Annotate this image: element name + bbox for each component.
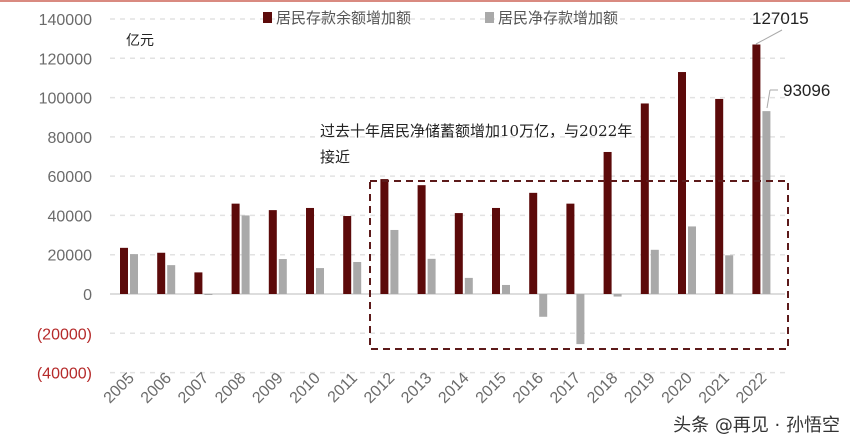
x-tick-label: 2019 <box>621 370 658 407</box>
bar-net-deposit-2006 <box>167 265 176 294</box>
y-tick-label: 100000 <box>39 91 92 108</box>
bar-deposit-balance-2015 <box>492 207 500 294</box>
bar-deposit-balance-2012 <box>380 179 389 294</box>
bar-deposit-balance-2010 <box>306 207 314 294</box>
x-tick-label: 2005 <box>101 370 138 407</box>
y-tick-label: 40000 <box>48 208 93 225</box>
bar-deposit-balance-2005 <box>120 247 128 294</box>
bar-deposit-balance-2022 <box>752 44 761 294</box>
bar-net-deposit-2009 <box>278 259 287 294</box>
bar-deposit-balance-2014 <box>454 213 463 294</box>
bar-net-deposit-2014 <box>464 277 473 294</box>
bar-deposit-balance-2008 <box>231 203 240 294</box>
x-tick-label: 2022 <box>733 370 770 407</box>
bar-net-deposit-2020 <box>688 226 696 294</box>
legend-swatch-net-deposit <box>485 12 494 23</box>
legend-swatch-deposit-balance <box>263 12 272 23</box>
data-label-2022-net-deposit: 93096 <box>783 81 830 100</box>
leader-line-2022-dark <box>755 29 783 45</box>
x-tick-label: 2010 <box>287 370 324 407</box>
x-tick-label: 2015 <box>473 370 510 407</box>
y-tick-label: (20000) <box>37 326 92 343</box>
bar-net-deposit-2010 <box>316 268 324 294</box>
data-label-2022-deposit-balance: 127015 <box>752 9 809 28</box>
annotation-line-2: 接近 <box>320 148 350 166</box>
bar-deposit-balance-2018 <box>603 151 612 294</box>
bar-deposit-balance-2017 <box>566 203 575 294</box>
bar-deposit-balance-2011 <box>343 216 352 294</box>
highlight-box <box>369 180 789 350</box>
bar-deposit-balance-2007 <box>194 272 203 294</box>
x-tick-label: 2020 <box>659 370 696 407</box>
x-tick-label: 2007 <box>175 370 212 407</box>
bar-net-deposit-2012 <box>390 229 399 294</box>
x-tick-label: 2017 <box>547 370 584 407</box>
x-tick-label: 2011 <box>325 370 361 406</box>
watermark: 头条 @再见 · 孙悟空 <box>673 415 840 436</box>
unit-label: 亿元 <box>126 33 154 49</box>
x-tick-label: 2006 <box>138 370 175 407</box>
legend-label-net-deposit: 居民净存款增加额 <box>498 9 618 27</box>
y-tick-label: (40000) <box>37 366 92 383</box>
x-tick-label: 2013 <box>398 370 435 407</box>
bar-deposit-balance-2019 <box>640 103 649 294</box>
y-tick-label: 60000 <box>48 169 93 186</box>
bar-net-deposit-2019 <box>650 249 659 294</box>
x-tick-label: 2021 <box>696 370 733 407</box>
bar-net-deposit-2015 <box>502 284 510 294</box>
bar-net-deposit-2022 <box>762 111 771 294</box>
bar-net-deposit-2005 <box>130 254 138 294</box>
annotation-line-1: 过去十年居民净储蓄额增加10万亿，与2022年 <box>320 122 632 140</box>
bar-deposit-balance-2013 <box>417 185 426 294</box>
y-tick-label: 120000 <box>39 51 92 68</box>
bar-deposit-balance-2016 <box>529 192 538 294</box>
bar-deposit-balance-2006 <box>157 252 166 294</box>
x-tick-label: 2016 <box>510 370 547 407</box>
y-tick-label: 80000 <box>48 130 93 147</box>
x-tick-label: 2008 <box>212 370 249 407</box>
bar-net-deposit-2016 <box>539 294 548 317</box>
leader-line-2022-gray <box>766 89 771 109</box>
top-border <box>0 0 850 2</box>
bar-net-deposit-2017 <box>576 294 585 345</box>
bar-net-deposit-2011 <box>353 261 362 294</box>
bar-net-deposit-2018 <box>613 294 622 297</box>
x-tick-label: 2018 <box>584 370 621 407</box>
bar-deposit-balance-2021 <box>715 98 724 294</box>
bar-net-deposit-2021 <box>725 255 734 294</box>
x-tick-label: 2009 <box>249 370 286 407</box>
y-tick-label: 0 <box>83 287 92 304</box>
bar-net-deposit-2008 <box>241 215 250 294</box>
bar-net-deposit-2013 <box>427 258 436 294</box>
y-tick-label: 20000 <box>48 248 93 265</box>
y-tick-label: 140000 <box>39 12 92 29</box>
bar-deposit-balance-2009 <box>268 210 277 294</box>
legend-label-deposit-balance: 居民存款余额增加额 <box>276 9 411 27</box>
x-tick-label: 2014 <box>435 370 472 407</box>
bar-net-deposit-2007 <box>204 294 213 295</box>
x-tick-label: 2012 <box>361 370 398 407</box>
bar-deposit-balance-2020 <box>678 72 686 295</box>
